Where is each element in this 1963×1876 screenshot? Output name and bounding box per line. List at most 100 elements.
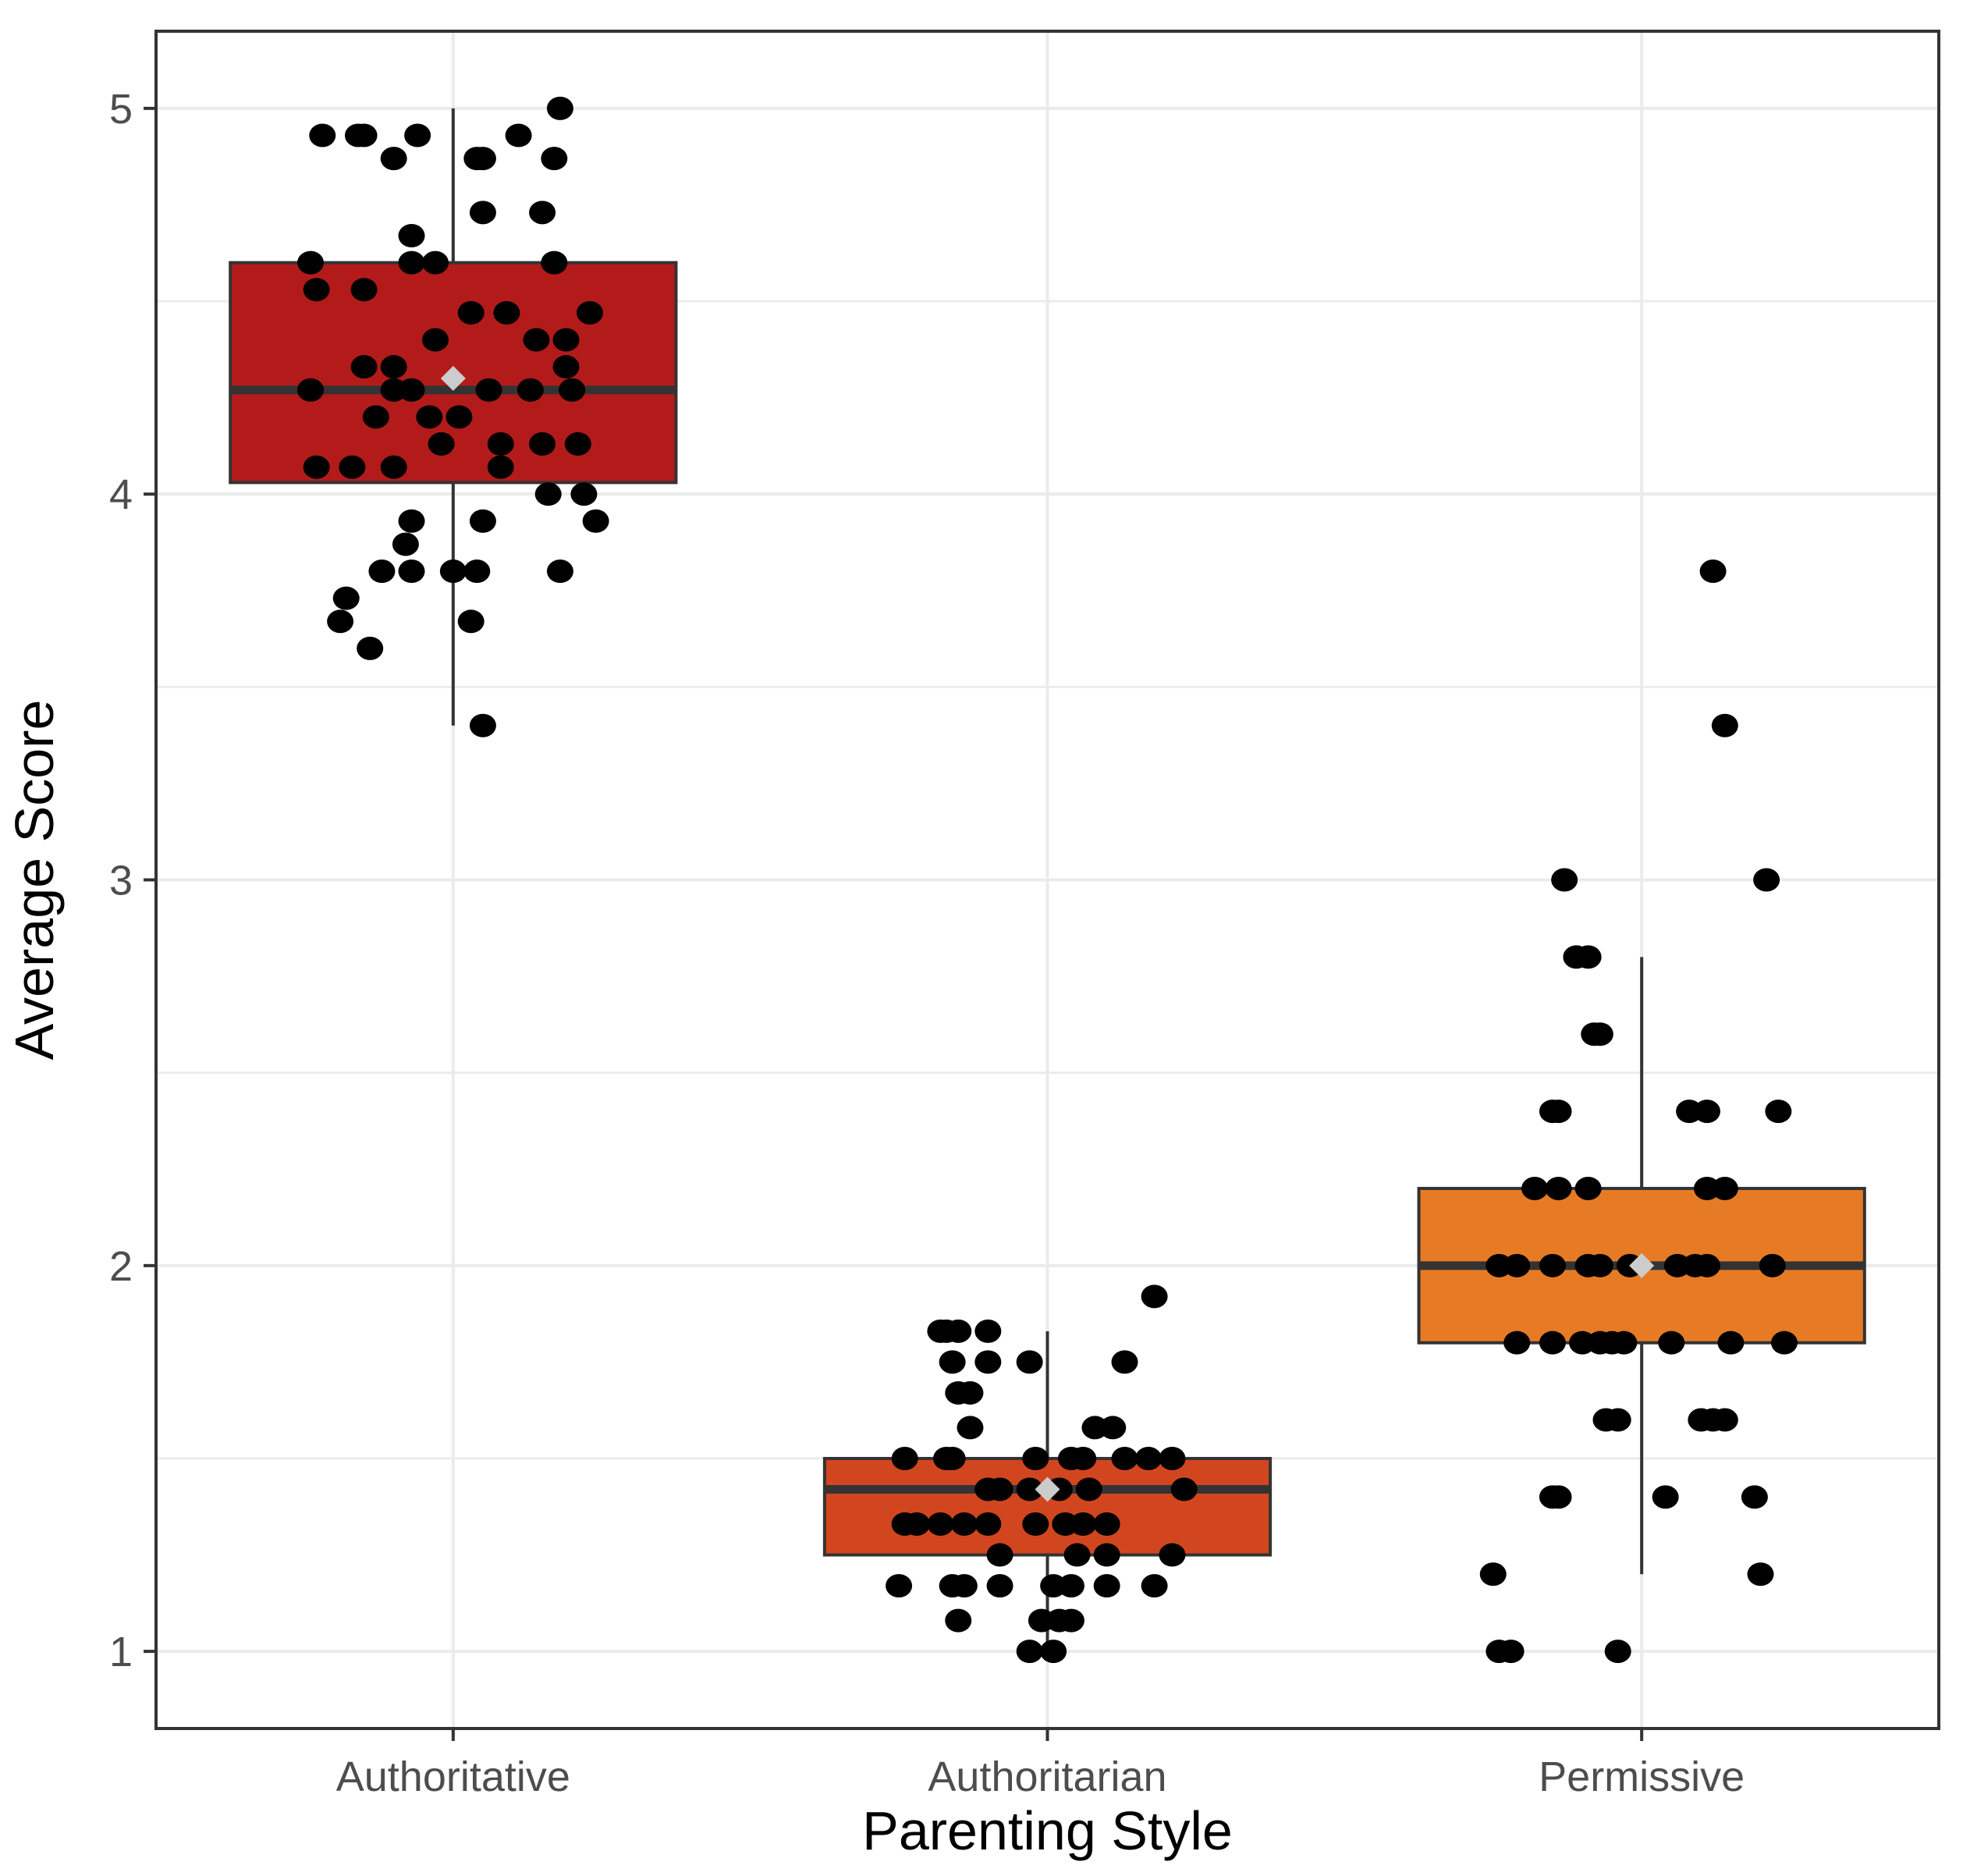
data-point — [1141, 1574, 1168, 1598]
data-point — [1693, 1253, 1720, 1277]
data-point — [1141, 1284, 1168, 1309]
data-point — [332, 586, 360, 610]
data-point — [1497, 1640, 1525, 1664]
data-point — [439, 560, 467, 584]
data-point — [1747, 1562, 1774, 1586]
data-point — [1765, 1100, 1792, 1124]
data-point — [939, 1350, 966, 1374]
y-tick-label: 5 — [109, 86, 133, 133]
data-point — [529, 432, 556, 456]
data-point — [534, 482, 562, 506]
data-point — [1070, 1512, 1097, 1537]
mean-marker — [1035, 1476, 1060, 1502]
data-point — [1057, 1574, 1084, 1598]
x-tick-label: Permissive — [1539, 1753, 1745, 1800]
data-point — [493, 300, 520, 325]
mean-markers-layer — [440, 365, 1655, 1502]
data-point — [368, 560, 396, 584]
data-point — [945, 1319, 972, 1343]
data-point — [1545, 1485, 1572, 1509]
data-point — [986, 1477, 1013, 1501]
data-point — [1503, 1331, 1531, 1355]
y-tick-label: 3 — [109, 858, 133, 904]
data-point — [421, 250, 449, 275]
data-point — [344, 123, 371, 147]
data-point — [523, 328, 550, 352]
data-point — [1503, 1253, 1531, 1277]
data-point — [939, 1446, 966, 1470]
data-point — [564, 432, 591, 456]
data-point — [398, 560, 425, 584]
data-point — [577, 300, 604, 325]
data-point — [1604, 1408, 1631, 1432]
data-point — [1604, 1640, 1631, 1664]
data-point — [469, 147, 496, 171]
data-point — [469, 201, 496, 225]
data-point — [903, 1512, 930, 1537]
data-point — [1075, 1477, 1102, 1501]
data-point — [957, 1416, 984, 1440]
data-point — [303, 455, 330, 479]
data-point — [362, 405, 389, 429]
data-point — [1063, 1543, 1091, 1567]
y-tick-label: 1 — [109, 1629, 133, 1675]
data-point — [350, 278, 378, 302]
data-point — [357, 636, 384, 660]
data-point — [457, 300, 485, 325]
data-point — [1711, 713, 1738, 737]
data-point — [974, 1319, 1002, 1343]
y-axis: 1 2 3 4 5 — [109, 86, 156, 1675]
data-point — [582, 509, 609, 533]
data-point — [398, 250, 425, 275]
data-point — [475, 378, 502, 402]
data-point — [950, 1512, 978, 1537]
data-point — [487, 455, 514, 479]
data-point — [1753, 868, 1780, 892]
data-point — [1022, 1512, 1049, 1537]
data-point — [309, 123, 336, 147]
data-point — [1539, 1331, 1566, 1355]
data-point — [927, 1512, 954, 1537]
data-point — [392, 532, 419, 556]
data-point — [398, 223, 425, 247]
data-point — [404, 123, 431, 147]
data-point — [1016, 1640, 1043, 1664]
data-point — [552, 328, 580, 352]
data-point — [1539, 1253, 1566, 1277]
data-point — [380, 355, 407, 379]
data-point — [1551, 868, 1578, 892]
data-point — [1040, 1640, 1067, 1664]
data-point — [541, 250, 568, 275]
data-point — [950, 1574, 978, 1598]
data-point — [891, 1446, 918, 1470]
data-point — [421, 328, 449, 352]
data-point — [986, 1574, 1013, 1598]
data-point — [957, 1380, 984, 1405]
y-tick-label: 2 — [109, 1243, 133, 1290]
data-point — [1134, 1446, 1162, 1470]
data-point — [1699, 560, 1727, 584]
data-point — [416, 405, 443, 429]
mean-marker — [440, 365, 466, 391]
data-point — [1159, 1543, 1186, 1567]
y-tick-label: 4 — [109, 471, 133, 518]
x-tick-label: Authoritarian — [928, 1753, 1166, 1800]
box-authoritarian — [822, 1331, 1273, 1652]
data-point — [1022, 1446, 1049, 1470]
data-point — [505, 123, 532, 147]
y-axis-title: Average Score — [4, 700, 65, 1061]
data-point — [1159, 1446, 1186, 1470]
data-point — [1581, 1022, 1608, 1046]
data-point — [886, 1574, 913, 1598]
data-point — [516, 378, 544, 402]
data-point — [1574, 945, 1602, 969]
box-iqr — [822, 1456, 1273, 1557]
data-point — [541, 147, 568, 171]
data-point — [445, 405, 473, 429]
data-point — [297, 378, 325, 402]
data-point — [1111, 1350, 1138, 1374]
data-point — [1545, 1100, 1572, 1124]
data-point — [1574, 1176, 1602, 1200]
data-point — [1759, 1253, 1786, 1277]
